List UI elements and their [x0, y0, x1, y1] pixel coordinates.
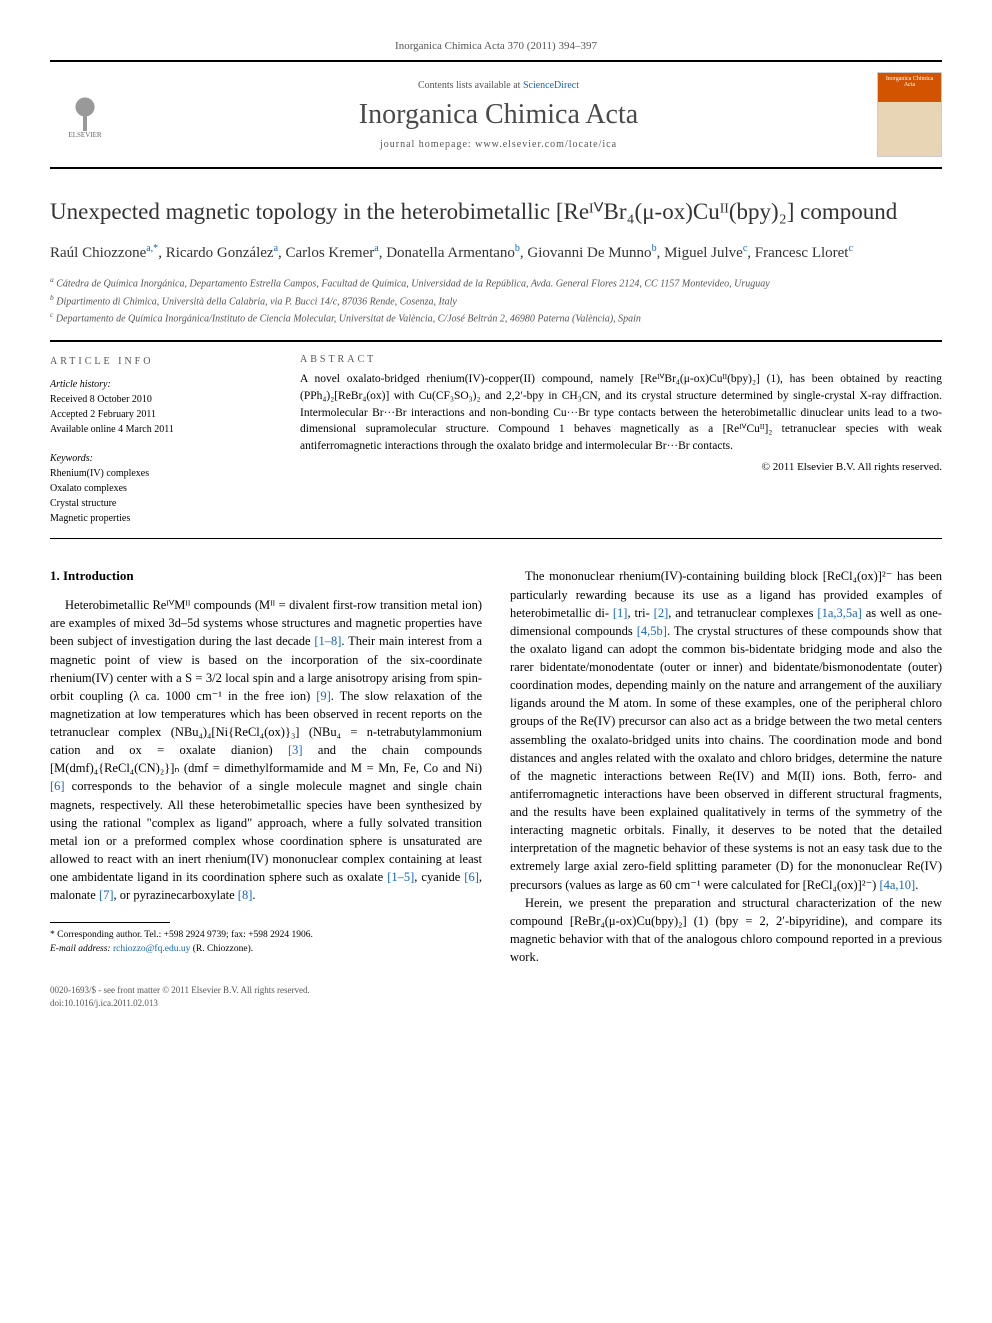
abstract-copyright: © 2011 Elsevier B.V. All rights reserved… — [300, 461, 942, 473]
section-1-head: 1. Introduction — [50, 567, 482, 586]
abstract-head: ABSTRACT — [300, 354, 942, 365]
affiliation-b: b Dipartimento di Chimica, Università de… — [50, 292, 942, 309]
author-6: Francesc Lloretc — [755, 245, 853, 261]
online-date: Available online 4 March 2011 — [50, 422, 270, 437]
column-right: The mononuclear rhenium(IV)-containing b… — [510, 567, 942, 966]
footer-line1: 0020-1693/$ - see front matter © 2011 El… — [50, 984, 942, 997]
homepage-prefix: journal homepage: — [380, 139, 475, 150]
contents-prefix: Contents lists available at — [418, 80, 523, 91]
email-label: E-mail address: — [50, 944, 111, 954]
affiliation-a: a Cátedra de Química Inorgánica, Departa… — [50, 274, 942, 291]
journal-cover-thumbnail: Inorganica Chimica Acta — [877, 72, 942, 157]
email-suffix: (R. Chiozzone). — [193, 944, 253, 954]
author-4: Giovanni De Munnob — [527, 245, 656, 261]
info-abstract-row: ARTICLE INFO Article history: Received 8… — [50, 341, 942, 539]
homepage-line: journal homepage: www.elsevier.com/locat… — [120, 139, 877, 150]
article-title: Unexpected magnetic topology in the hete… — [50, 197, 942, 227]
abstract-text: A novel oxalato-bridged rhenium(IV)-copp… — [300, 371, 942, 454]
keyword-0: Rhenium(IV) complexes — [50, 466, 270, 481]
page-footer: 0020-1693/$ - see front matter © 2011 El… — [50, 984, 942, 1009]
footnote-separator — [50, 922, 170, 923]
author-list: Raúl Chiozzonea,*, Ricardo Gonzáleza, Ca… — [50, 241, 942, 265]
elsevier-logo: ELSEVIER — [50, 80, 120, 150]
received-date: Received 8 October 2010 — [50, 392, 270, 407]
keyword-2: Crystal structure — [50, 496, 270, 511]
author-2: Carlos Kremera — [286, 245, 379, 261]
col2-para2: Herein, we present the preparation and s… — [510, 894, 942, 967]
corresponding-author-note: * Corresponding author. Tel.: +598 2924 … — [50, 929, 482, 956]
email-line: E-mail address: rchiozzo@fq.edu.uy (R. C… — [50, 943, 482, 956]
history-label: Article history: — [50, 377, 270, 392]
contents-lists-line: Contents lists available at ScienceDirec… — [120, 80, 877, 91]
author-0: Raúl Chiozzonea,* — [50, 245, 158, 261]
homepage-url: www.elsevier.com/locate/ica — [475, 139, 617, 150]
corr-label: * Corresponding author. Tel.: +598 2924 … — [50, 929, 482, 942]
sciencedirect-link[interactable]: ScienceDirect — [523, 80, 579, 91]
footer-line2: doi:10.1016/j.ica.2011.02.013 — [50, 997, 942, 1010]
article-info-head: ARTICLE INFO — [50, 354, 270, 369]
running-head-citation: Inorganica Chimica Acta 370 (2011) 394–3… — [50, 40, 942, 52]
cover-text: Inorganica Chimica Acta — [886, 76, 933, 88]
keywords-label: Keywords: — [50, 451, 270, 466]
affiliation-c: c Departamento de Química Inorgánica/Ins… — [50, 309, 942, 326]
col2-para1: The mononuclear rhenium(IV)-containing b… — [510, 567, 942, 893]
author-5: Miguel Julvec — [664, 245, 747, 261]
elsevier-tree-icon — [65, 91, 105, 131]
corr-email-link[interactable]: rchiozzo@fq.edu.uy — [113, 944, 190, 954]
journal-name: Inorganica Chimica Acta — [120, 99, 877, 131]
page-root: Inorganica Chimica Acta 370 (2011) 394–3… — [0, 0, 992, 1049]
body-columns: 1. Introduction Heterobimetallic ReᴵⱽMᴵᴵ… — [50, 567, 942, 966]
author-3: Donatella Armentanob — [386, 245, 520, 261]
abstract-column: ABSTRACT A novel oxalato-bridged rhenium… — [300, 354, 942, 526]
author-1: Ricardo Gonzáleza — [166, 245, 278, 261]
article-info: ARTICLE INFO Article history: Received 8… — [50, 354, 270, 526]
keyword-1: Oxalato complexes — [50, 481, 270, 496]
masthead: ELSEVIER Contents lists available at Sci… — [50, 60, 942, 169]
keyword-3: Magnetic properties — [50, 511, 270, 526]
column-left: 1. Introduction Heterobimetallic ReᴵⱽMᴵᴵ… — [50, 567, 482, 966]
accepted-date: Accepted 2 February 2011 — [50, 407, 270, 422]
elsevier-label: ELSEVIER — [68, 131, 101, 139]
col1-para1: Heterobimetallic ReᴵⱽMᴵᴵ compounds (Mᴵᴵ … — [50, 596, 482, 904]
affiliations: a Cátedra de Química Inorgánica, Departa… — [50, 274, 942, 326]
masthead-center: Contents lists available at ScienceDirec… — [120, 80, 877, 150]
